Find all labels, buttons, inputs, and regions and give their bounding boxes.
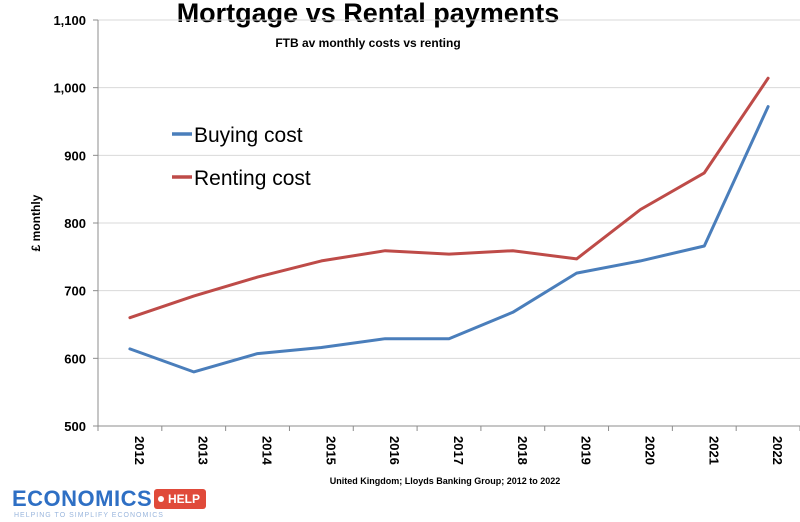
x-tick-label: 2016	[387, 436, 402, 465]
axes	[93, 19, 800, 431]
series-line	[128, 76, 770, 320]
x-tick-labels: 2012 2013 2014 2015 2016 2017 2018 2019 2020 2021…	[132, 436, 785, 466]
chart-title: Mortgage vs Rental payments	[177, 0, 560, 28]
logo-tag-text: HELP	[168, 492, 201, 506]
series-line	[128, 105, 770, 374]
x-tick-label: 2012	[132, 436, 147, 465]
y-tick-label: 900	[64, 148, 86, 163]
x-tick-label: 2015	[323, 436, 338, 465]
logo-tagline: HELPING TO SIMPLIFY ECONOMICS	[14, 512, 164, 519]
x-tick-label: 2021	[706, 436, 721, 465]
x-tick-label: 2020	[642, 436, 657, 465]
legend: Buying cost Renting cost	[172, 124, 311, 190]
logo-wordmark: ECONOMICS	[12, 486, 153, 511]
series-lines	[128, 76, 770, 374]
x-tick-label: 2022	[770, 436, 785, 465]
legend-label: Renting cost	[194, 167, 311, 190]
y-tick-label: 800	[64, 216, 86, 231]
x-tick-label: 2014	[260, 436, 275, 466]
x-tick-label: 2018	[515, 436, 530, 465]
y-tick-label: 700	[64, 284, 86, 299]
x-tick-label: 2019	[579, 436, 594, 465]
source-note: United Kingdom; Lloyds Banking Group; 20…	[330, 476, 561, 486]
logo-help-tag: HELP	[154, 489, 207, 509]
chart-subtitle: FTB av monthly costs vs renting	[275, 36, 460, 50]
x-tick-label: 2013	[196, 436, 211, 465]
y-axis-label: £ monthly	[29, 194, 43, 251]
y-tick-labels: 500 600 700 800 900 1,000 1,100	[53, 13, 86, 434]
y-tick-label: 500	[64, 419, 86, 434]
x-tick-label: 2017	[451, 436, 466, 465]
y-tick-label: 1,100	[53, 13, 86, 28]
y-tick-label: 1,000	[53, 81, 86, 96]
y-tick-label: 600	[64, 351, 86, 366]
tag-hole-icon	[158, 496, 164, 502]
legend-label: Buying cost	[194, 124, 303, 147]
